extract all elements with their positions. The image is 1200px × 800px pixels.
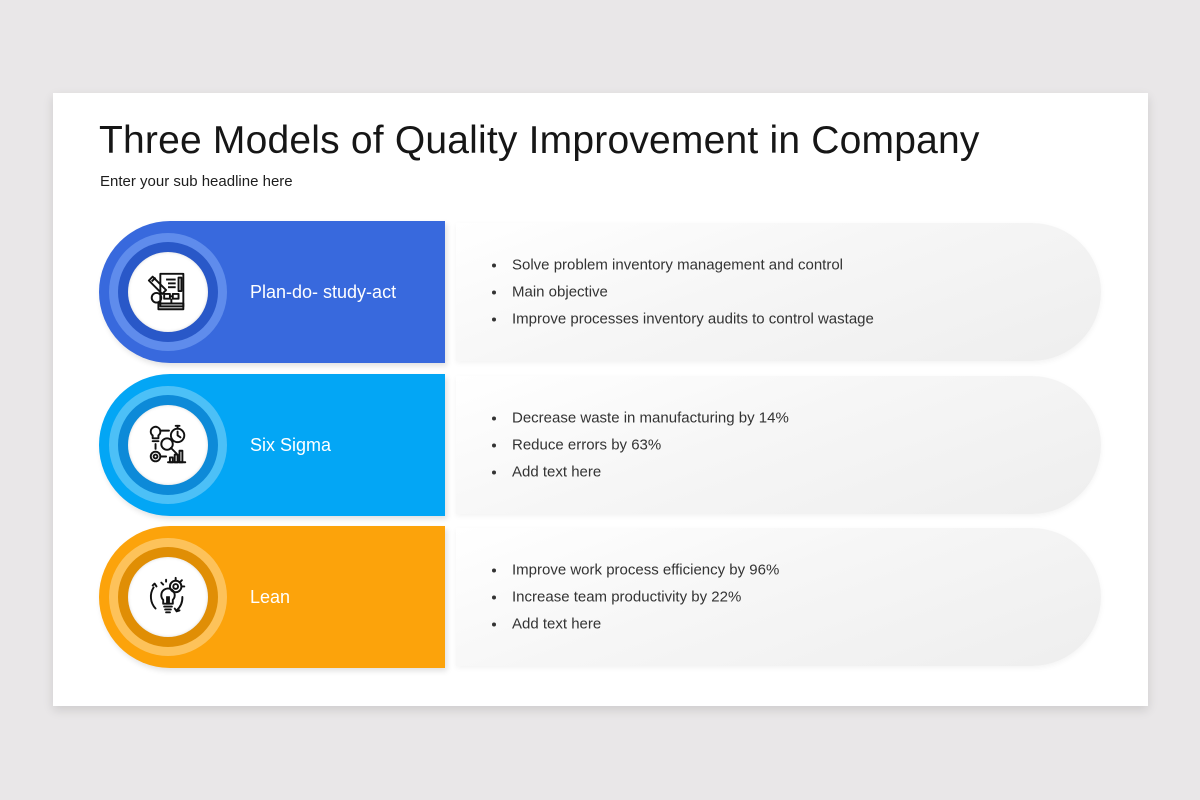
model-details-card: Solve problem inventory management and c… [456, 223, 1101, 361]
bullet-item: Increase team productivity by 22% [490, 584, 779, 611]
bullet-item: Improve processes inventory audits to co… [490, 306, 874, 333]
icon-ring-inner [118, 547, 218, 647]
icon-disc [128, 252, 208, 332]
bullet-list: Decrease waste in manufacturing by 14% R… [490, 405, 789, 486]
bullet-item: Add text here [490, 611, 779, 638]
model-pill: Plan-do- study-act [99, 221, 445, 363]
icon-ring [109, 538, 227, 656]
slide-subtitle: Enter your sub headline here [100, 173, 293, 190]
slide: Three Models of Quality Improvement in C… [53, 93, 1148, 706]
icon-ring [109, 386, 227, 504]
lightbulb-gear-cycle-icon [149, 576, 186, 614]
model-row-lean: Lean Improve work process efficiency by … [99, 526, 1101, 668]
model-details-card: Improve work process efficiency by 96% I… [456, 528, 1101, 666]
model-row-six-sigma: Six Sigma Decrease waste in manufacturin… [99, 374, 1101, 516]
model-name: Lean [250, 587, 291, 607]
icon-ring [109, 233, 227, 351]
bullet-item: Add text here [490, 459, 789, 486]
icon-ring-inner [118, 395, 218, 495]
model-pill: Lean [99, 526, 445, 668]
bullet-item: Reduce errors by 63% [490, 432, 789, 459]
bullet-item: Decrease waste in manufacturing by 14% [490, 405, 789, 432]
model-row-pdsa: Plan-do- study-act Solve problem invento… [99, 221, 1101, 363]
icon-ring-inner [118, 242, 218, 342]
document-blueprint-gear-icon [147, 272, 185, 311]
icon-disc [128, 405, 208, 485]
idea-analysis-chart-icon [149, 424, 187, 464]
slide-title: Three Models of Quality Improvement in C… [99, 119, 980, 162]
bullet-item: Main objective [490, 279, 874, 306]
bullet-item: Solve problem inventory management and c… [490, 252, 874, 279]
bullet-list: Improve work process efficiency by 96% I… [490, 557, 779, 638]
bullet-list: Solve problem inventory management and c… [490, 252, 874, 333]
model-name: Plan-do- study-act [250, 282, 397, 302]
model-pill: Six Sigma [99, 374, 445, 516]
bullet-item: Improve work process efficiency by 96% [490, 557, 779, 584]
icon-disc [128, 557, 208, 637]
model-details-card: Decrease waste in manufacturing by 14% R… [456, 376, 1101, 514]
model-name: Six Sigma [250, 435, 332, 455]
